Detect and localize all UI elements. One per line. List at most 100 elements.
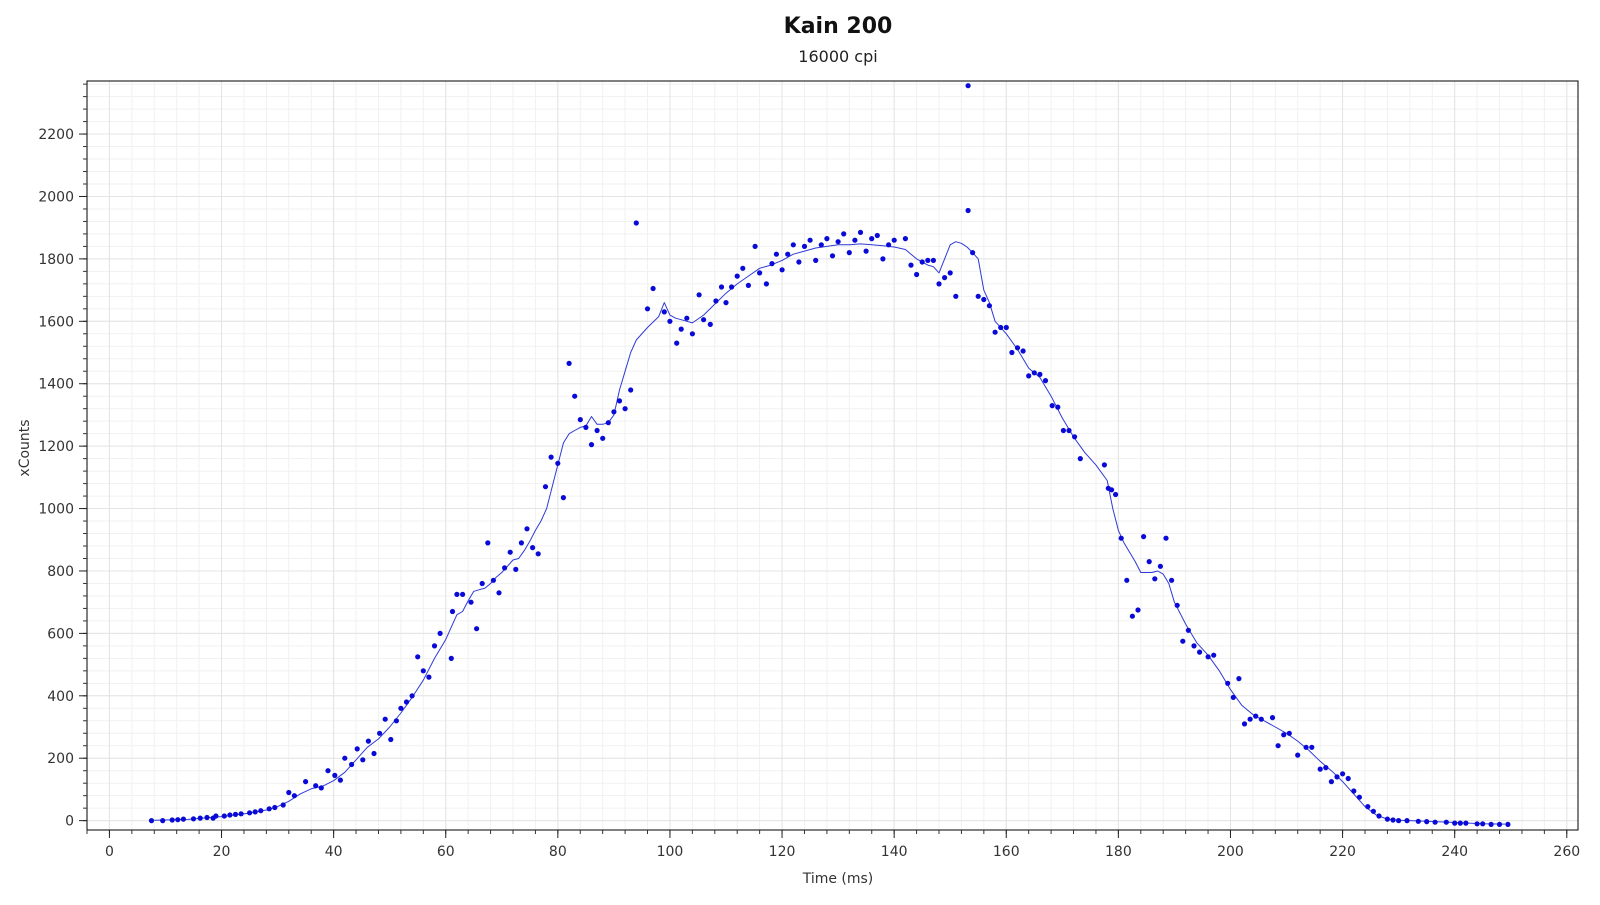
data-point	[426, 674, 432, 680]
data-point	[524, 526, 530, 532]
data-point	[1180, 638, 1186, 644]
data-point	[1225, 680, 1231, 686]
data-point	[684, 315, 690, 321]
data-point	[835, 239, 841, 245]
data-point	[403, 699, 410, 705]
data-point	[785, 251, 791, 257]
data-point	[382, 716, 388, 722]
data-point	[507, 549, 513, 555]
data-point	[723, 300, 729, 306]
data-point	[1258, 716, 1264, 722]
data-point	[1457, 820, 1463, 826]
data-point	[1026, 373, 1032, 379]
y-axis: 0 200 400 600 800 1000 1200 1400 1600 1800 2000 220…	[38, 83, 87, 830]
data-point	[1303, 744, 1309, 750]
data-point	[221, 813, 227, 819]
chart-title: Kain 200	[784, 14, 893, 39]
data-point	[908, 262, 914, 268]
data-point	[252, 809, 258, 815]
data-point	[863, 248, 869, 254]
data-point	[970, 250, 976, 256]
data-point	[1424, 819, 1430, 825]
x-tick-label: 180	[1105, 844, 1132, 860]
data-point	[1174, 602, 1180, 608]
data-point	[454, 591, 460, 598]
y-axis-label: xCounts	[17, 419, 33, 476]
data-point	[790, 242, 796, 248]
data-point	[1152, 576, 1158, 582]
data-point	[874, 232, 880, 239]
y-tick-label: 1800	[38, 252, 74, 268]
data-point	[160, 818, 166, 824]
data-point	[342, 755, 348, 761]
data-point	[415, 654, 421, 660]
data-point	[1253, 713, 1259, 719]
data-point	[998, 324, 1004, 331]
data-point	[1124, 577, 1130, 583]
data-point	[548, 454, 554, 460]
y-tick-label: 2000	[38, 189, 74, 205]
y-tick-label: 1000	[38, 502, 74, 518]
data-point	[332, 772, 338, 779]
data-point	[914, 271, 920, 278]
y-tick-label: 600	[47, 626, 74, 642]
data-point	[796, 259, 802, 265]
data-point	[1370, 808, 1376, 814]
data-point	[286, 789, 292, 796]
x-tick-label: 160	[993, 844, 1020, 860]
y-tick-label: 800	[47, 564, 74, 580]
data-point	[1351, 788, 1357, 794]
data-point	[644, 306, 651, 312]
data-point	[535, 551, 541, 557]
data-point	[227, 812, 233, 818]
data-point	[365, 738, 371, 744]
x-tick-label: 120	[769, 844, 796, 860]
data-point	[1049, 403, 1055, 409]
data-point	[1055, 404, 1061, 410]
data-point	[925, 257, 931, 263]
data-point	[1135, 607, 1141, 613]
y-tick-label: 1600	[38, 314, 74, 330]
data-point	[577, 417, 583, 423]
chart-subtitle: 16000 cpi	[798, 47, 877, 66]
data-point	[824, 236, 830, 242]
data-point	[1042, 378, 1049, 384]
data-point	[1309, 744, 1315, 750]
data-point	[1077, 456, 1083, 462]
data-point	[437, 630, 443, 637]
smoothed-line	[154, 241, 1506, 825]
data-point	[232, 811, 239, 818]
data-point	[1488, 821, 1494, 828]
data-point	[611, 409, 617, 415]
data-point	[1384, 816, 1390, 822]
data-point	[474, 626, 480, 632]
data-point	[734, 273, 740, 279]
data-point	[1020, 348, 1026, 354]
data-point	[204, 814, 210, 821]
data-point	[1328, 779, 1334, 785]
data-point	[1014, 345, 1021, 351]
data-point	[1295, 752, 1301, 758]
x-tick-label: 240	[1441, 844, 1468, 860]
minor-gridlines	[86, 81, 1578, 830]
data-point	[1236, 676, 1242, 682]
data-point	[502, 565, 508, 571]
data-point	[398, 705, 404, 711]
data-point	[247, 810, 253, 816]
data-point	[763, 281, 770, 287]
data-point	[880, 256, 886, 262]
data-point	[869, 236, 875, 242]
data-point	[1286, 730, 1292, 736]
data-point	[1323, 765, 1329, 771]
data-point	[1505, 821, 1511, 828]
x-axis: 0 20 40 60 80 100 120 140 160 180 200 220 240 260	[86, 830, 1580, 860]
data-point	[729, 284, 735, 290]
data-point	[1157, 563, 1163, 569]
x-tick-label: 20	[213, 844, 231, 860]
y-tick-label: 0	[65, 814, 74, 830]
data-point	[852, 237, 858, 243]
x-tick-label: 0	[105, 844, 114, 860]
data-point	[1376, 813, 1382, 819]
data-point	[337, 777, 343, 783]
